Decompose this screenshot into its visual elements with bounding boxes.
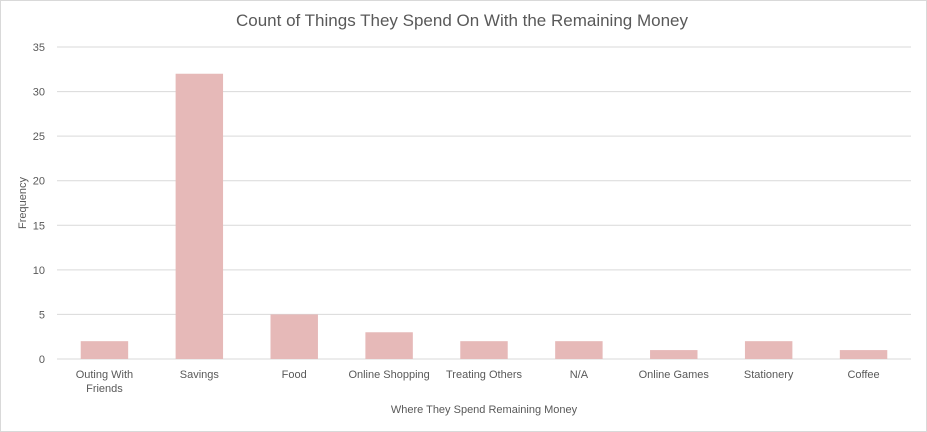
y-axis-ticks: 0 5 10 15 20 25 30 35 <box>33 42 45 366</box>
bar <box>744 341 793 359</box>
x-tick-label: Food <box>282 369 307 381</box>
x-tick-label: N/A <box>570 369 589 381</box>
y-tick-label: 30 <box>33 87 45 99</box>
y-tick-label: 15 <box>33 220 45 232</box>
y-tick-label: 25 <box>33 131 45 143</box>
y-tick-label: 5 <box>39 309 45 321</box>
x-tick-label: Stationery <box>744 369 794 381</box>
x-axis-label: Where They Spend Remaining Money <box>391 404 578 416</box>
bar <box>555 341 603 359</box>
y-tick-label: 35 <box>33 42 45 54</box>
x-tick-label: Savings <box>180 369 220 381</box>
y-axis-label: Frequency <box>17 177 29 229</box>
bar <box>175 73 224 359</box>
x-tick-label: Coffee <box>847 369 879 381</box>
x-tick-label: Online Games <box>639 369 710 381</box>
x-tick-label: Outing With Friends <box>76 369 133 395</box>
bar <box>650 350 698 359</box>
y-tick-label: 10 <box>33 265 45 277</box>
bar <box>365 332 413 359</box>
chart-title: Count of Things They Spend On With the R… <box>236 11 689 30</box>
bar <box>270 314 318 359</box>
bars <box>80 73 888 359</box>
bar <box>80 341 129 359</box>
x-axis-ticks: Outing With Friends Savings Food Online Shop… <box>76 369 880 395</box>
bar <box>839 350 888 359</box>
y-tick-label: 20 <box>33 176 45 188</box>
y-tick-label: 0 <box>39 354 45 366</box>
bar <box>460 341 508 359</box>
x-tick-label: Online Shopping <box>348 369 429 381</box>
x-tick-label: Treating Others <box>446 369 523 381</box>
